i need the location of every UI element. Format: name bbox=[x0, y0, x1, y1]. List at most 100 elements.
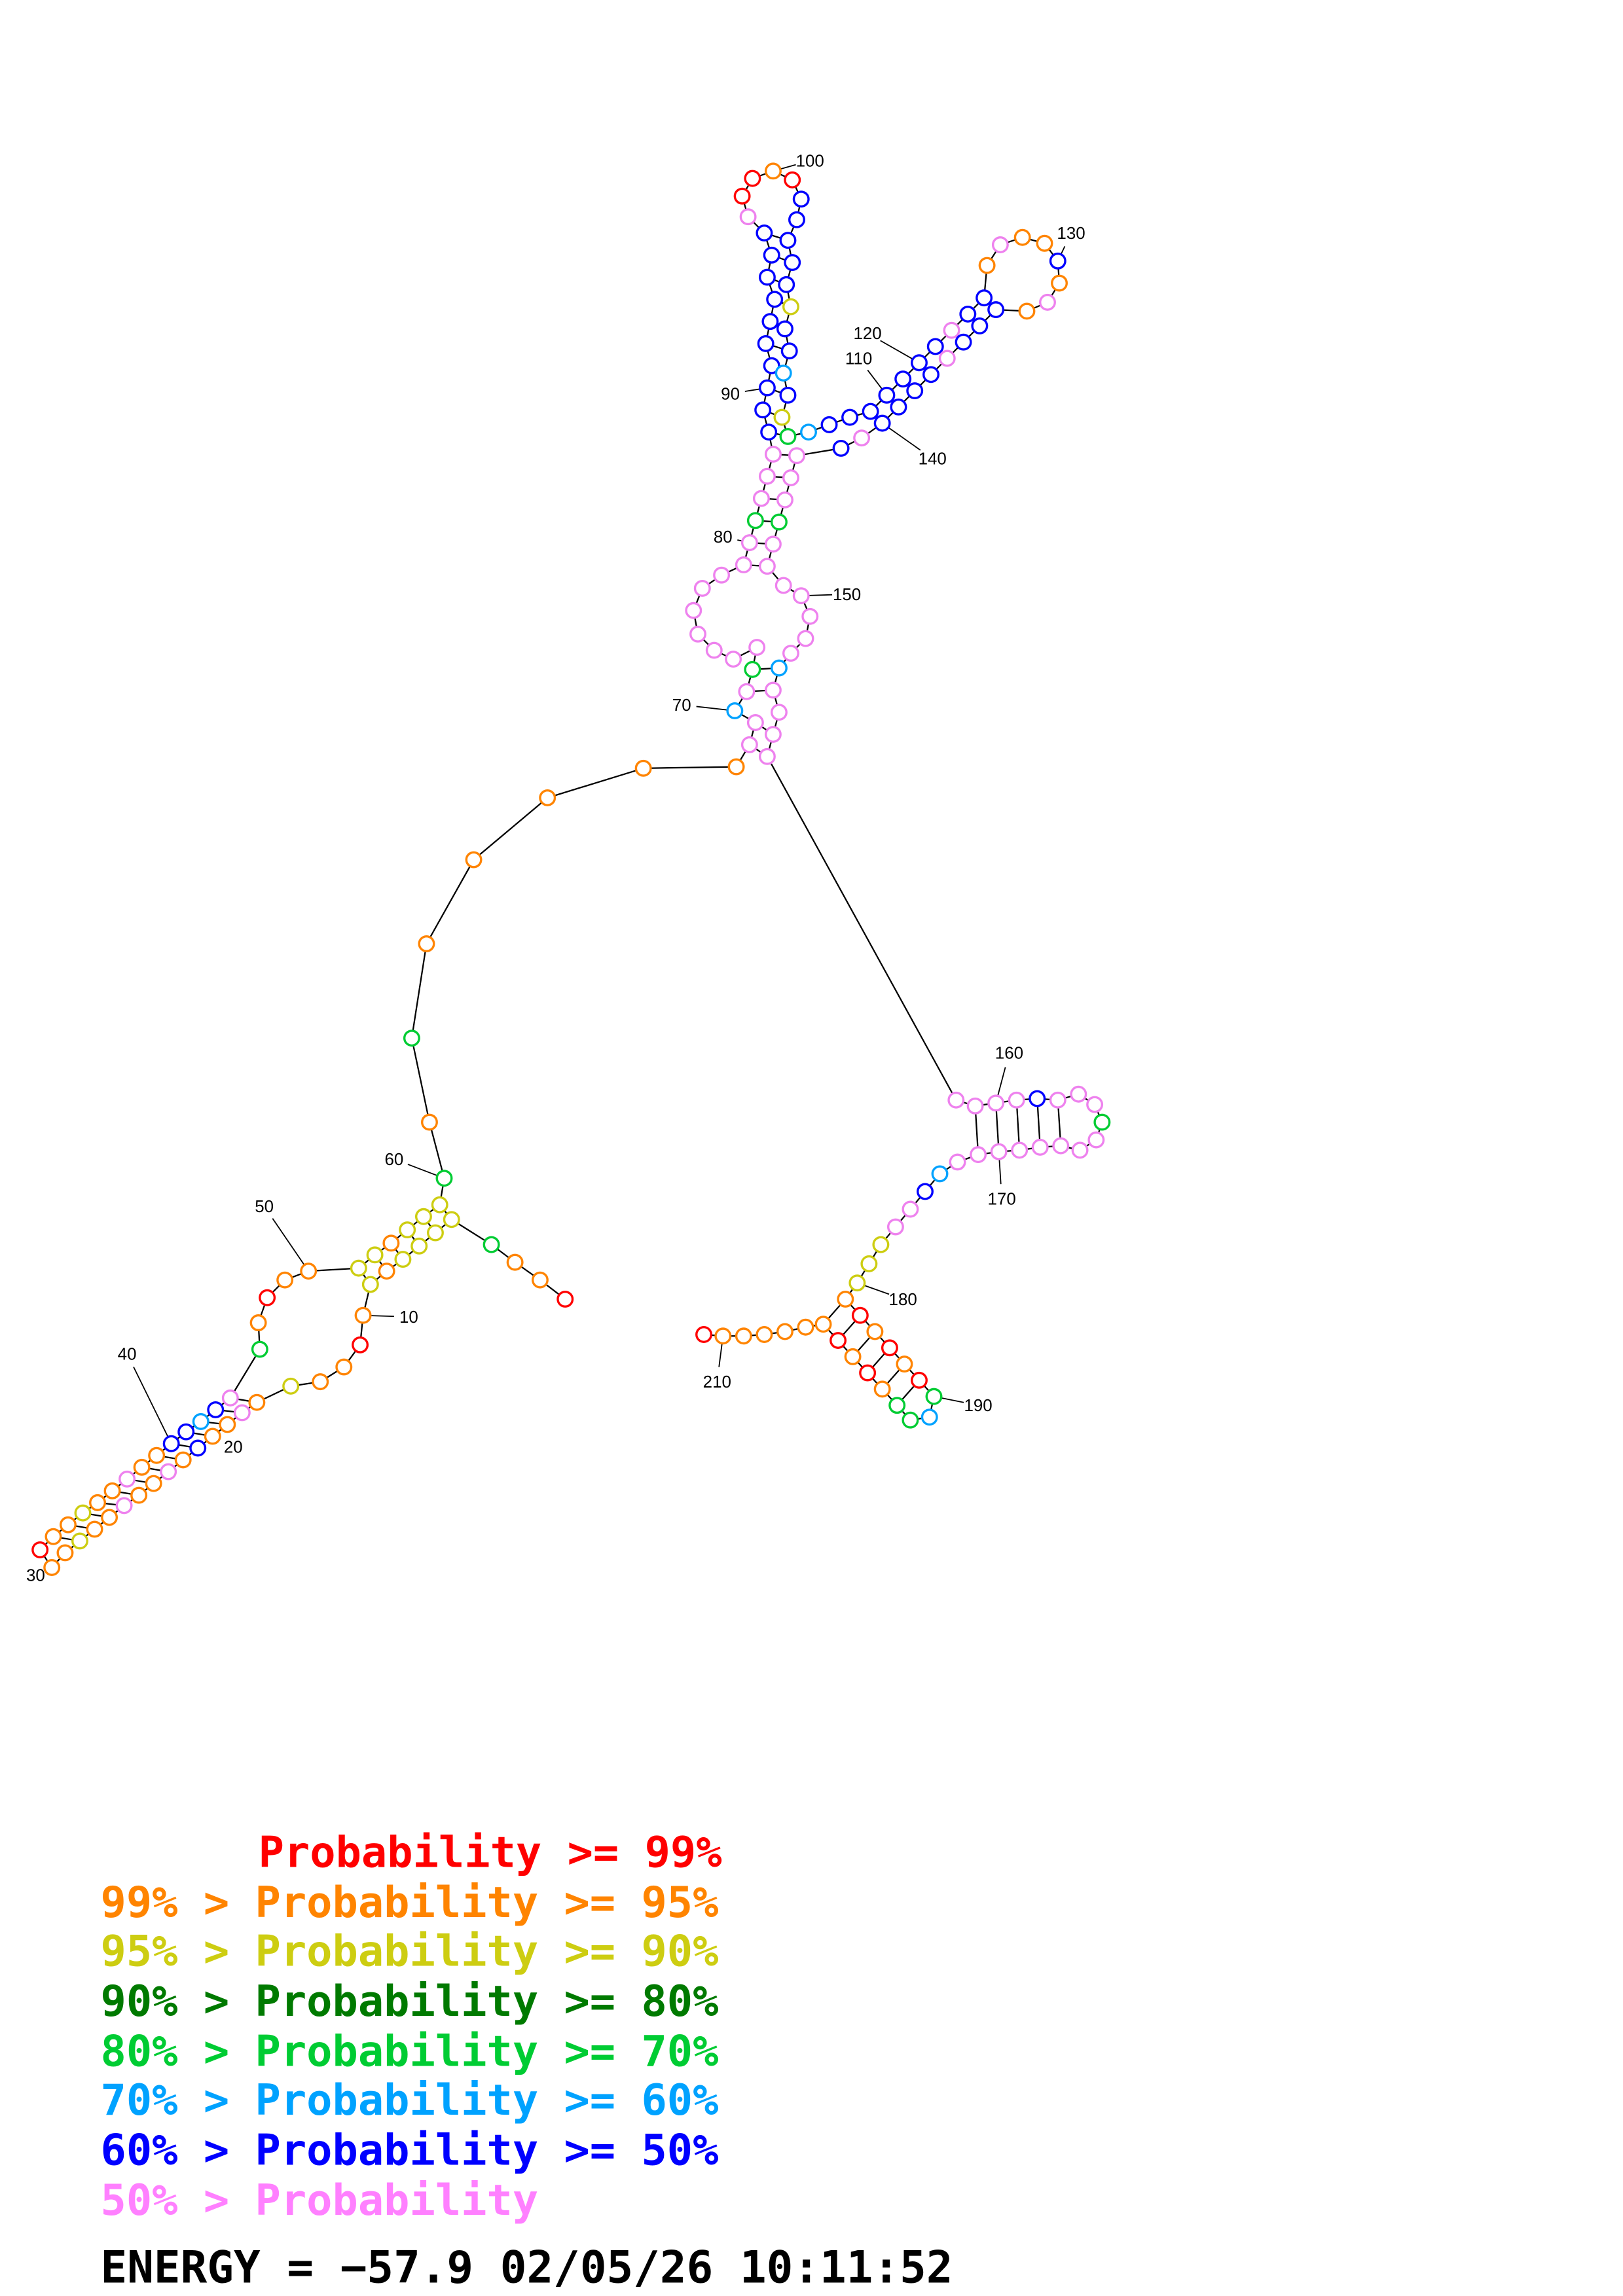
nucleotide-node bbox=[921, 1408, 938, 1426]
nucleotide-node bbox=[282, 1377, 300, 1395]
nucleotide-node bbox=[851, 1306, 869, 1324]
nucleotide-node bbox=[820, 416, 838, 433]
nucleotide-node bbox=[133, 1458, 151, 1476]
nucleotide-node bbox=[71, 1532, 88, 1550]
nucleotide-node bbox=[465, 851, 483, 869]
nucleotide-node bbox=[848, 1274, 866, 1292]
nucleotide-node bbox=[378, 1263, 395, 1280]
label-tick bbox=[272, 1218, 309, 1272]
nucleotide-node bbox=[776, 1323, 793, 1340]
nucleotide-node bbox=[911, 1371, 928, 1389]
nucleotide-node bbox=[361, 1276, 379, 1293]
energy-caption: ENERGY = −57.9 02/05/26 10:11:52 bbox=[101, 2242, 953, 2293]
nucleotide-node bbox=[748, 639, 766, 656]
nucleotide-node bbox=[947, 1091, 965, 1109]
position-label: 60 bbox=[384, 1151, 403, 1169]
nucleotide-node bbox=[770, 513, 788, 531]
nucleotide-node bbox=[735, 556, 752, 573]
nucleotide-node bbox=[764, 162, 782, 180]
position-label: 20 bbox=[224, 1438, 243, 1456]
nucleotide-node bbox=[713, 566, 731, 584]
nucleotide-node bbox=[148, 1446, 166, 1464]
nucleotide-node bbox=[763, 357, 780, 374]
nucleotide-node bbox=[764, 535, 782, 553]
nucleotide-node bbox=[752, 490, 770, 507]
nucleotide-node bbox=[219, 1416, 236, 1433]
nucleotide-node bbox=[45, 1528, 62, 1545]
structure-layer: 10 20 30 40 50 60 70 80 90 100 110 120 130 140 150 160 1… bbox=[26, 152, 1111, 1585]
position-label: 120 bbox=[853, 325, 881, 343]
nucleotide-node bbox=[740, 534, 758, 552]
position-label: 150 bbox=[833, 586, 861, 604]
nucleotide-node bbox=[906, 382, 924, 400]
position-label: 30 bbox=[26, 1566, 45, 1585]
legend-line-60: 70% > Probability >= 60% bbox=[101, 2075, 719, 2125]
nucleotide-node bbox=[634, 759, 652, 777]
nucleotide-node bbox=[1049, 252, 1067, 270]
legend-line-99: Probability >= 99% bbox=[259, 1827, 722, 1877]
nucleotide-node bbox=[189, 1439, 207, 1457]
nucleotide-node bbox=[435, 1170, 453, 1187]
nucleotide-node bbox=[878, 386, 896, 404]
nucleotide-node bbox=[837, 1290, 854, 1308]
nucleotide-node bbox=[744, 170, 761, 187]
nucleotide-node bbox=[1008, 1091, 1025, 1109]
nucleotide-node bbox=[773, 408, 791, 426]
nucleotide-node bbox=[31, 1541, 49, 1558]
nucleotide-node bbox=[725, 651, 742, 668]
nucleotide-node bbox=[764, 445, 782, 463]
nucleotide-node bbox=[43, 1559, 61, 1576]
nucleotide-node bbox=[204, 1427, 221, 1445]
nucleotide-node bbox=[758, 747, 776, 765]
nucleotide-node bbox=[800, 423, 817, 441]
nucleotide-node bbox=[978, 257, 996, 274]
nucleotide-node bbox=[987, 301, 1005, 319]
position-label: 100 bbox=[796, 152, 824, 171]
nucleotide-node bbox=[101, 1509, 119, 1526]
nucleotide-node bbox=[911, 354, 928, 372]
nucleotide-node bbox=[1070, 1085, 1087, 1103]
nucleotide-node bbox=[335, 1358, 353, 1376]
nucleotide-node bbox=[925, 1388, 943, 1405]
nucleotide-node bbox=[145, 1475, 162, 1492]
nucleotide-node bbox=[421, 1113, 438, 1131]
nucleotide-node bbox=[739, 208, 757, 226]
nucleotide-node bbox=[56, 1544, 74, 1562]
nucleotide-node bbox=[917, 1183, 934, 1200]
nucleotide-node bbox=[689, 625, 706, 643]
nucleotide-node bbox=[959, 305, 977, 323]
nucleotide-node bbox=[1052, 1137, 1070, 1155]
nucleotide-node bbox=[685, 601, 702, 619]
nucleotide-node bbox=[1093, 1113, 1111, 1131]
nucleotide-node bbox=[758, 379, 776, 397]
nucleotide-node bbox=[860, 1255, 878, 1272]
nucleotide-node bbox=[1087, 1131, 1105, 1149]
nucleotide-node bbox=[778, 276, 795, 293]
nucleotide-node bbox=[431, 1196, 448, 1213]
nucleotide-node bbox=[1029, 1090, 1046, 1107]
position-label: 50 bbox=[255, 1198, 274, 1216]
nucleotide-node bbox=[902, 1200, 919, 1218]
nucleotide-node bbox=[844, 1348, 862, 1365]
nucleotide-node bbox=[758, 268, 776, 286]
legend-line-below-50: 50% > Probability bbox=[101, 2176, 539, 2225]
nucleotide-node bbox=[976, 289, 993, 307]
nucleotide-node bbox=[756, 224, 773, 242]
nucleotide-node bbox=[890, 398, 907, 416]
nucleotide-node bbox=[797, 1318, 814, 1336]
nucleotide-node bbox=[276, 1271, 294, 1289]
nucleotide-node bbox=[859, 1364, 877, 1382]
nucleotide-node bbox=[1018, 302, 1036, 320]
nucleotide-node bbox=[792, 587, 810, 605]
nucleotide-node bbox=[991, 236, 1009, 253]
nucleotide-node bbox=[955, 333, 972, 351]
position-label: 160 bbox=[995, 1045, 1023, 1063]
nucleotide-node bbox=[766, 291, 784, 308]
nucleotide-node bbox=[483, 1236, 500, 1253]
backbone-path bbox=[39, 170, 1103, 1569]
nucleotide-node bbox=[788, 211, 805, 228]
nucleotide-node bbox=[894, 370, 912, 387]
nucleotide-node bbox=[776, 491, 793, 509]
nucleotide-node bbox=[792, 190, 810, 208]
